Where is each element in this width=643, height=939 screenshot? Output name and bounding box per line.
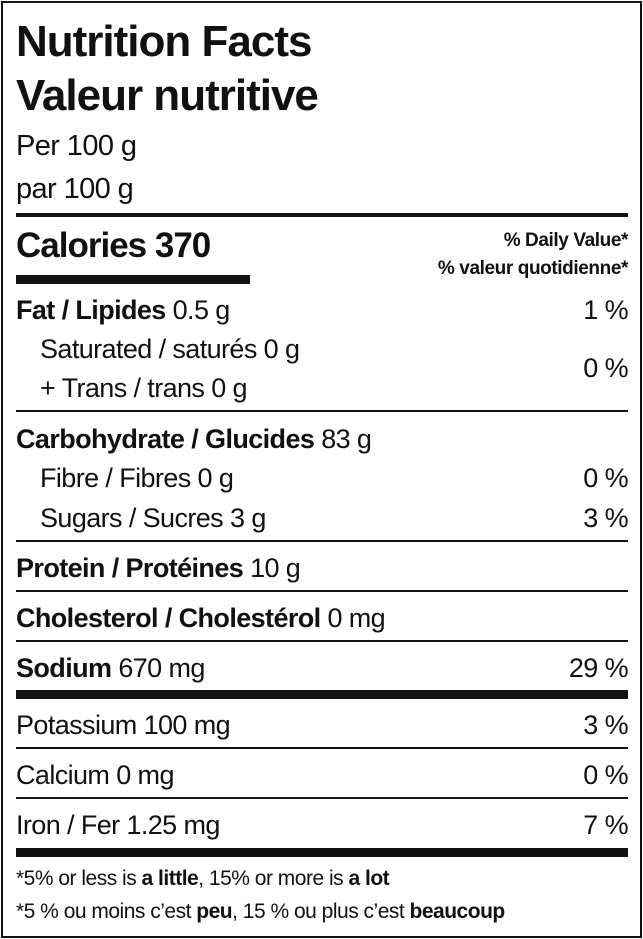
calcium-amount: 0 mg [116,760,174,790]
divider [16,747,628,749]
calcium-dv: 0 % [583,760,628,790]
dv-header-fr: % valeur quotidienne* [437,258,628,279]
iron-row: Iron / Fer 1.25 mg [16,812,220,839]
fibre-dv: 0 % [583,463,628,493]
potassium-row: Potassium 100 mg [16,710,231,740]
fat-dv: 1 % [583,295,628,325]
serving-en: Per 100 g [16,130,137,162]
protein-amount: 10 g [250,553,301,583]
trans-amount: 0 g [211,373,247,403]
iron-dv: 7 % [583,810,628,840]
carb-amount: 83 g [321,424,372,454]
footnote-bold: beaucoup [409,900,506,923]
saturated-amount: 0 g [263,334,300,364]
dv-header-en: % Daily Value* [503,230,629,251]
potassium-amount: 100 mg [143,710,231,740]
footnote-bold: a little [141,867,199,890]
divider [16,640,628,642]
footnote-en: *5% or less is a little, 15% or more is … [16,867,390,890]
footnote-bold: a lot [348,867,390,890]
sodium-label: Sodium [16,653,112,683]
calcium-label: Calcium [16,760,110,790]
fat-label: Fat / Lipides [16,295,166,325]
calcium-row: Calcium 0 mg [16,762,174,789]
carb-label: Carbohydrate / Glucides [16,424,315,454]
thick-divider [16,848,628,857]
divider [16,590,628,592]
divider [16,410,628,412]
footnote-bold: peu [196,900,233,923]
sugars-dv: 3 % [583,503,628,533]
sodium-row: Sodium 670 mg [16,655,205,682]
potassium-label: Potassium [16,710,137,740]
divider [16,213,628,217]
sugars-amount: 3 g [230,503,266,533]
serving-fr: par 100 g [16,173,134,205]
potassium-dv: 3 % [583,710,628,740]
footnote-text: *5 % ou moins c’est [16,900,197,923]
footnote-text: *5% or less is [16,867,142,890]
thick-divider [16,690,628,699]
divider [16,797,628,799]
sat-trans-dv: 0 % [583,353,628,383]
sodium-amount: 670 mg [118,653,205,683]
calories-bar [16,275,250,284]
calories-value: 370 [154,226,211,265]
protein-label: Protein / Protéines [16,553,244,583]
iron-amount: 1.25 mg [126,810,220,840]
cholesterol-label: Cholesterol / Cholestérol [16,603,321,633]
trans-label: + Trans / trans [40,373,205,403]
calories: Calories 370 [16,226,211,265]
footnote-text: , 15% or more is [198,867,349,890]
fat-amount: 0.5 g [172,295,231,325]
footnote-text: , 15 % ou plus c’est [232,900,410,923]
calories-label: Calories [16,226,147,265]
iron-label: Iron / Fer [16,810,120,840]
fibre-amount: 0 g [197,463,234,493]
footnote-fr: *5 % ou moins c’est peu, 15 % ou plus c’… [16,901,505,922]
saturated-label: Saturated / saturés [40,334,257,364]
cholesterol-row: Cholesterol / Cholestérol 0 mg [16,603,386,633]
fibre-label: Fibre / Fibres [40,463,191,493]
carb-row: Carbohydrate / Glucides 83 g [16,424,372,454]
title-fr: Valeur nutritive [16,71,319,120]
title-en: Nutrition Facts [16,17,312,66]
sugars-row: Sugars / Sucres 3 g [40,505,266,532]
trans-row: + Trans / trans 0 g [40,373,248,403]
fat-row: Fat / Lipides 0.5 g [16,297,230,324]
sodium-dv: 29 % [568,653,629,683]
sugars-label: Sugars / Sucres [40,503,224,533]
fibre-row: Fibre / Fibres 0 g [40,463,234,493]
saturated-row: Saturated / saturés 0 g [40,334,300,364]
cholesterol-amount: 0 mg [327,603,386,633]
protein-row: Protein / Protéines 10 g [16,553,301,583]
divider [16,540,628,542]
